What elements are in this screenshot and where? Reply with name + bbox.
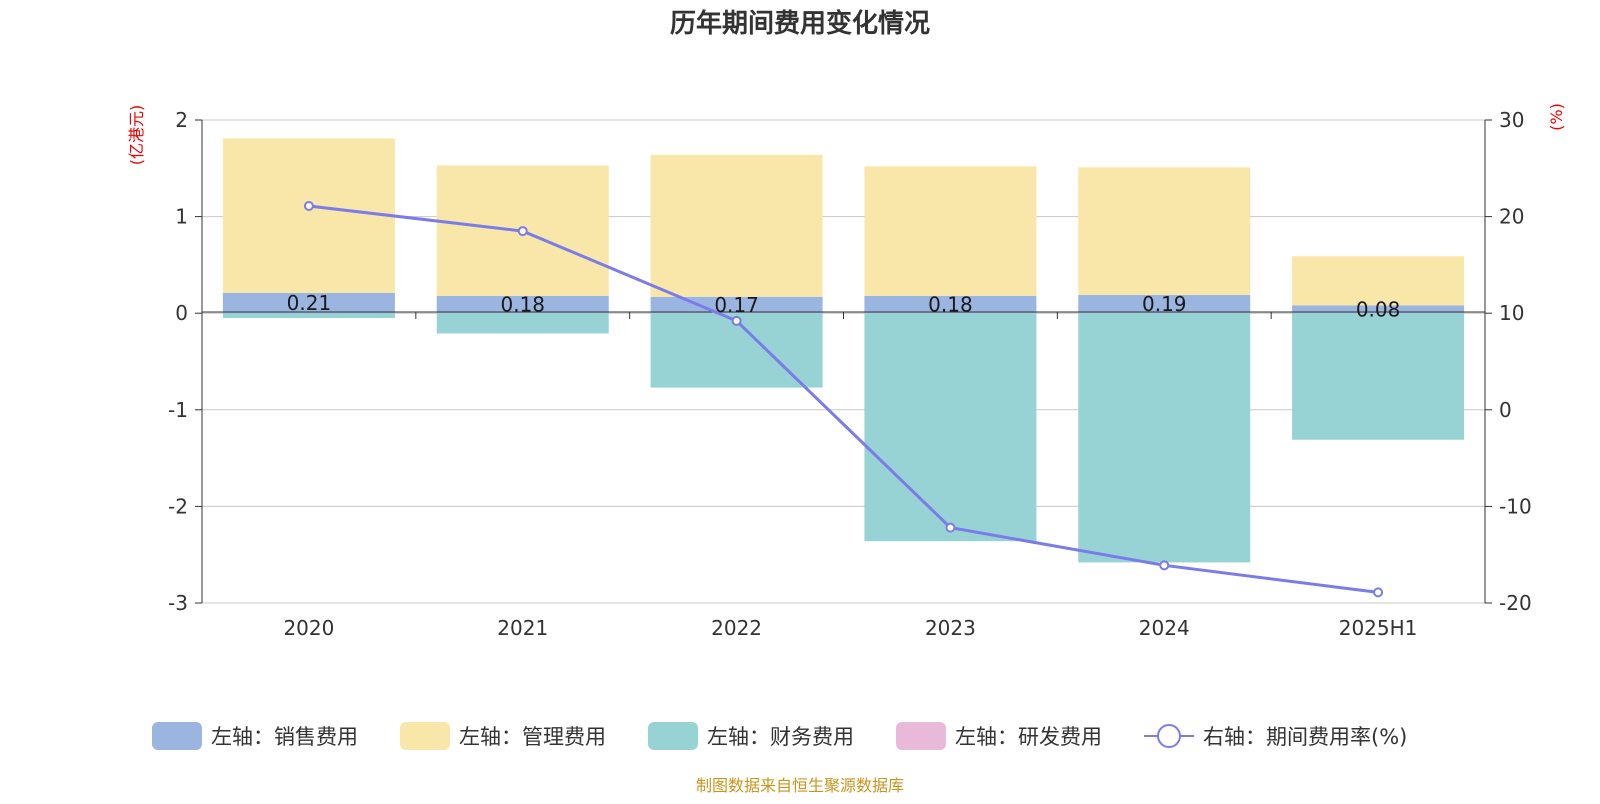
data-label: 0.18 xyxy=(500,293,545,317)
bar xyxy=(1078,294,1251,314)
rate-line-path xyxy=(308,204,1379,594)
rate-point xyxy=(1373,587,1384,598)
bar xyxy=(864,295,1037,314)
source-note: 制图数据来自恒生聚源数据库 xyxy=(696,776,904,795)
bar xyxy=(1078,167,1251,295)
legend-label: 左轴：研发费用 xyxy=(955,725,1102,749)
data-labels: 0.21 0.18 0.17 0.18 0.19 0.08 xyxy=(287,291,1401,321)
bar xyxy=(222,292,395,314)
left-axis-tick-label: 2 xyxy=(175,108,188,132)
category-label: 2021 xyxy=(497,616,548,640)
legend-swatch xyxy=(400,722,450,750)
legend-label: 左轴：管理费用 xyxy=(459,725,606,749)
right-axis-tick-label: 0 xyxy=(1499,398,1512,422)
left-axis-tick-label: 1 xyxy=(175,205,188,229)
bar xyxy=(864,313,1037,542)
rate-point xyxy=(731,315,742,326)
chart-title: 历年期间费用变化情况 xyxy=(670,8,930,39)
bar xyxy=(1292,256,1465,306)
data-label: 0.17 xyxy=(714,293,759,317)
bar xyxy=(1078,313,1251,563)
rate-point xyxy=(1159,560,1170,571)
bar xyxy=(1292,313,1465,440)
right-axis-tick-label: 30 xyxy=(1499,108,1524,132)
bar xyxy=(650,154,823,297)
bars xyxy=(222,138,1465,563)
left-axis-tick-label: -1 xyxy=(168,398,188,422)
right-axis-tick-label: 10 xyxy=(1499,301,1524,325)
data-label: 0.08 xyxy=(1356,297,1401,321)
data-label: 0.19 xyxy=(1142,292,1187,316)
bar xyxy=(222,313,395,319)
right-axis-unit: (%) xyxy=(1547,103,1566,131)
category-label: 2020 xyxy=(283,616,334,640)
category-label: 2025H1 xyxy=(1339,616,1418,640)
bar xyxy=(436,313,609,334)
rate-line xyxy=(303,200,1384,598)
bar xyxy=(1292,305,1465,314)
right-axis-tick-label: -20 xyxy=(1499,591,1532,615)
data-label: 0.21 xyxy=(287,291,332,315)
bar xyxy=(864,166,1037,296)
category-label: 2022 xyxy=(711,616,762,640)
rate-point xyxy=(303,200,314,211)
rate-point xyxy=(517,226,528,237)
bar xyxy=(650,296,823,314)
category-label: 2023 xyxy=(925,616,976,640)
left-axis-tick-label: -2 xyxy=(168,494,188,518)
left-axis-tick-label: -3 xyxy=(168,591,188,615)
legend-label: 右轴：期间费用率(%) xyxy=(1203,725,1407,749)
legend-label: 左轴：销售费用 xyxy=(211,725,358,749)
category-label: 2024 xyxy=(1139,616,1190,640)
left-axis-unit: (亿港元) xyxy=(127,105,146,166)
bar xyxy=(222,138,395,293)
legend-swatch xyxy=(152,722,202,750)
legend-label: 左轴：财务费用 xyxy=(707,725,854,749)
bar xyxy=(436,295,609,314)
legend-marker xyxy=(1157,724,1181,748)
right-axis-tick-label: -10 xyxy=(1499,494,1532,518)
legend-swatch xyxy=(896,722,946,750)
right-axis-tick-label: 20 xyxy=(1499,205,1524,229)
data-label: 0.18 xyxy=(928,293,973,317)
legend-swatch xyxy=(648,722,698,750)
rate-point xyxy=(945,522,956,533)
legend: 左轴：销售费用 左轴：管理费用 左轴：财务费用 左轴：研发费用 右轴：期间费用率(%) xyxy=(152,722,1407,750)
left-axis-tick-label: 0 xyxy=(175,301,188,325)
